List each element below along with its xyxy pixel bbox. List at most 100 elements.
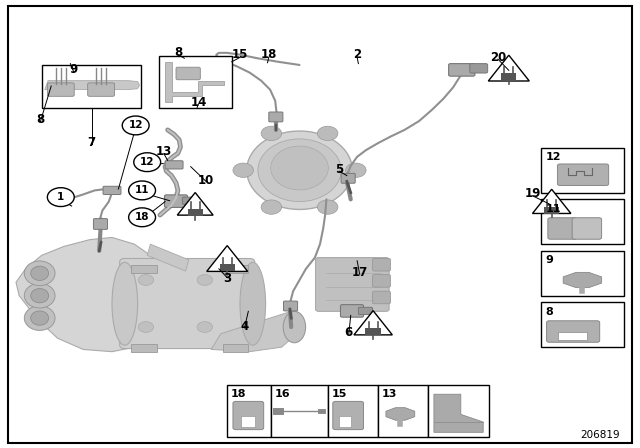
FancyBboxPatch shape [103,186,121,194]
Text: 9: 9 [545,255,553,265]
Circle shape [138,275,154,285]
Text: 12: 12 [129,121,143,130]
Polygon shape [147,244,189,271]
Polygon shape [177,193,213,215]
Text: 18: 18 [231,389,246,399]
FancyBboxPatch shape [284,301,298,311]
Text: 4: 4 [241,319,248,333]
FancyBboxPatch shape [316,258,389,311]
FancyBboxPatch shape [557,164,609,185]
Text: 6: 6 [345,326,353,339]
Text: 15: 15 [232,48,248,61]
Text: 20: 20 [490,51,506,64]
Bar [220,264,235,271]
Bar [223,344,248,352]
FancyBboxPatch shape [176,67,200,80]
Circle shape [197,322,212,332]
FancyBboxPatch shape [165,161,183,169]
Polygon shape [16,237,179,352]
Bar [241,416,255,427]
Circle shape [197,275,212,285]
Text: 7: 7 [88,135,95,149]
Text: 16: 16 [275,389,290,399]
Ellipse shape [31,311,49,325]
Bar [131,344,157,352]
Ellipse shape [24,306,55,331]
Text: 8: 8 [545,307,553,317]
FancyBboxPatch shape [93,219,108,229]
Polygon shape [354,311,392,335]
Polygon shape [207,246,248,271]
FancyBboxPatch shape [164,195,188,207]
Ellipse shape [284,311,306,343]
Text: 2: 2 [353,48,361,61]
Text: 3: 3 [223,272,231,285]
Bar [188,209,203,216]
Text: 9: 9 [70,63,77,76]
Bar [541,148,624,193]
Bar [227,385,271,437]
Polygon shape [532,189,571,214]
Text: 14: 14 [190,95,207,109]
Text: 18: 18 [135,212,149,222]
FancyBboxPatch shape [340,305,364,317]
Circle shape [134,153,161,172]
Bar [271,385,328,437]
Text: 11: 11 [545,204,561,214]
Text: 1: 1 [57,192,65,202]
Bar [541,199,624,244]
FancyBboxPatch shape [372,275,390,287]
Polygon shape [386,408,415,420]
Ellipse shape [24,261,55,286]
Bar [558,332,587,340]
Text: 18: 18 [260,48,277,61]
FancyBboxPatch shape [88,83,115,96]
Ellipse shape [112,263,138,345]
FancyBboxPatch shape [372,291,390,304]
FancyBboxPatch shape [269,112,283,122]
FancyBboxPatch shape [233,401,264,430]
Text: 8: 8 [174,46,182,60]
Bar [544,207,559,214]
Bar [365,328,381,335]
Text: 12: 12 [545,152,561,162]
Ellipse shape [258,139,341,202]
Ellipse shape [24,284,55,308]
Bar [131,265,157,273]
FancyBboxPatch shape [341,173,355,183]
FancyBboxPatch shape [372,258,390,271]
Bar [501,73,516,81]
Text: 12: 12 [140,157,154,167]
Circle shape [129,208,156,227]
Ellipse shape [31,266,49,280]
Ellipse shape [271,146,328,190]
Bar [428,385,489,437]
Text: 13: 13 [382,389,397,399]
Text: 5: 5 [335,163,343,176]
FancyBboxPatch shape [548,218,577,239]
Ellipse shape [240,263,266,345]
Text: 17: 17 [351,266,368,279]
Text: 11: 11 [135,185,149,195]
Polygon shape [488,55,529,81]
Bar [223,265,248,273]
Text: 15: 15 [332,389,348,399]
Circle shape [261,126,282,141]
Circle shape [129,181,156,200]
FancyBboxPatch shape [182,197,196,204]
Circle shape [47,188,74,207]
Bar [339,416,351,427]
Circle shape [261,200,282,214]
Bar [159,56,232,108]
Circle shape [233,163,253,177]
Polygon shape [165,62,224,102]
FancyBboxPatch shape [470,64,488,73]
Circle shape [122,116,149,135]
Text: 8: 8 [36,113,44,126]
Bar [42,65,141,108]
Ellipse shape [31,289,49,303]
Polygon shape [434,394,483,432]
Circle shape [317,126,338,141]
Text: 206819: 206819 [580,430,620,440]
FancyBboxPatch shape [47,83,74,96]
